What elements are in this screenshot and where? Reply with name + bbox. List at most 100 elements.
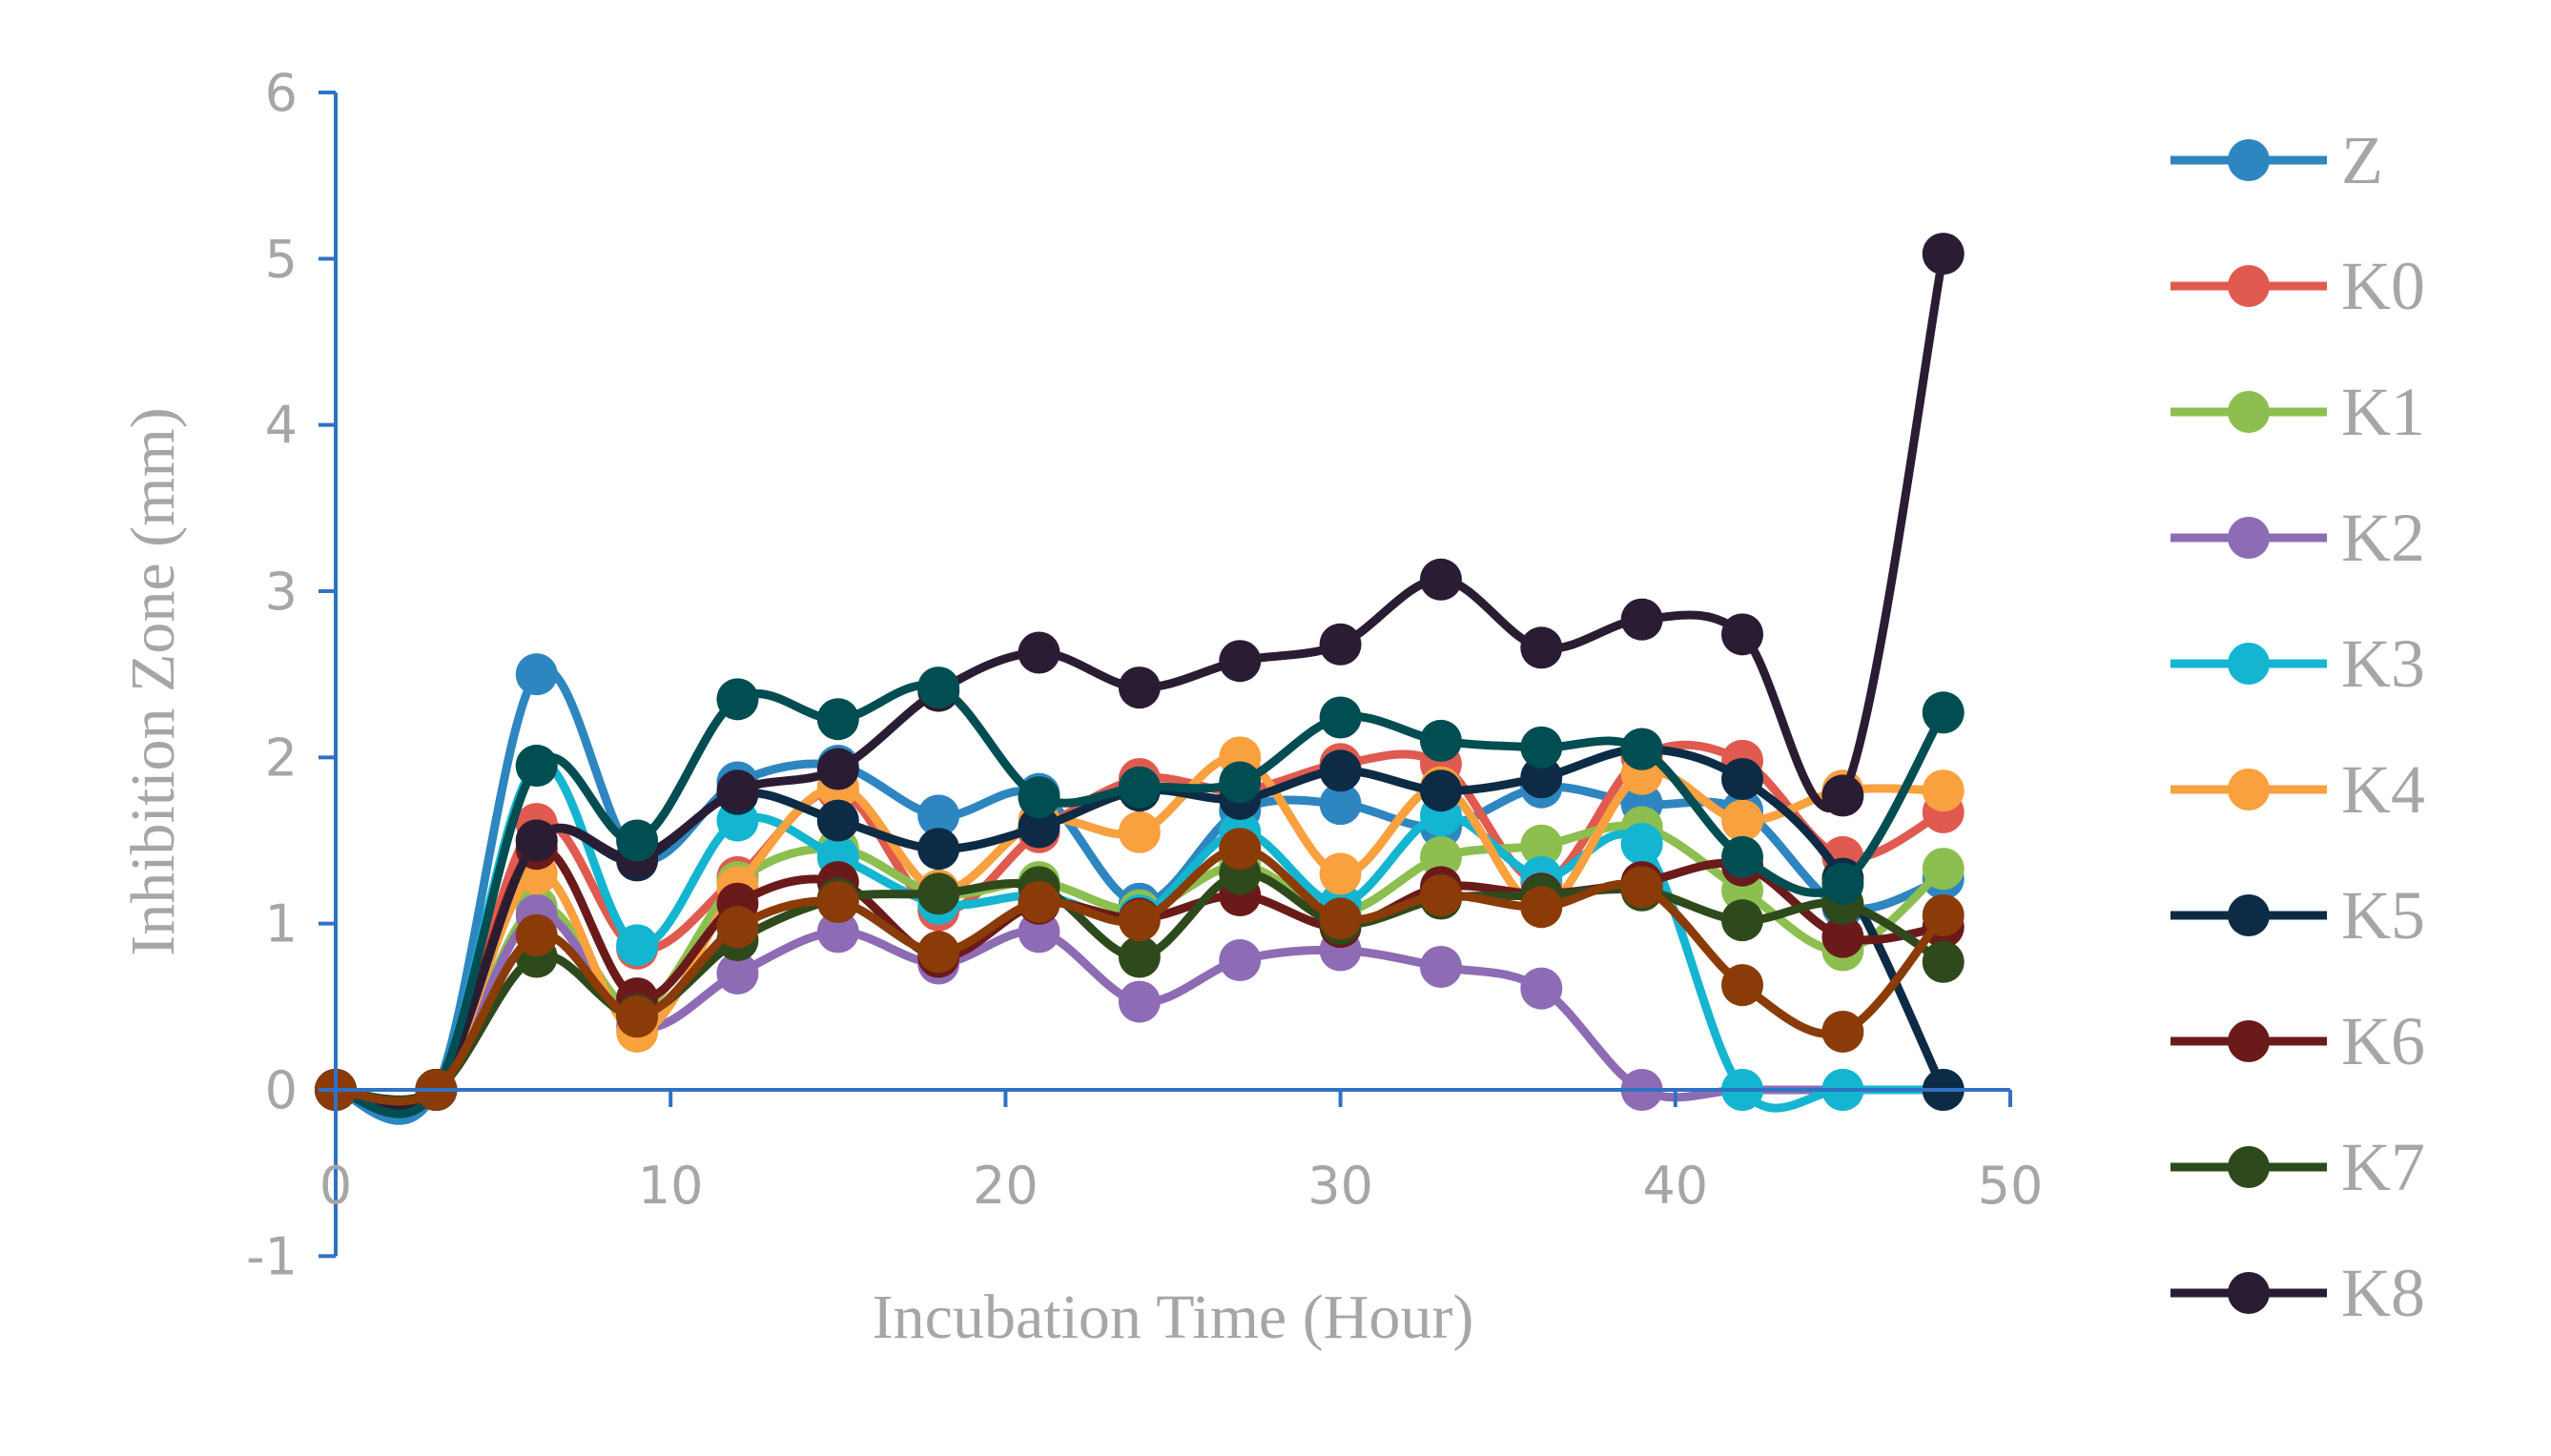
data-point-K8-48 xyxy=(1922,233,1965,276)
data-point-K5-15 xyxy=(816,799,859,842)
y-tick-label: -1 xyxy=(246,1226,298,1286)
data-point-K7-24 xyxy=(1118,935,1161,978)
data-point-K9-18 xyxy=(917,666,960,709)
data-point-K10-12 xyxy=(716,906,759,949)
data-point-K9-39 xyxy=(1620,728,1663,770)
data-point-K10-15 xyxy=(816,881,859,924)
data-point-K7-18 xyxy=(917,872,960,915)
legend-marker xyxy=(2228,265,2270,307)
data-point-K10-9 xyxy=(616,995,659,1038)
legend-item-K4: K4 xyxy=(2170,751,2425,828)
data-point-K1-48 xyxy=(1922,848,1965,891)
data-point-K9-6 xyxy=(515,745,558,788)
legend-label: K1 xyxy=(2341,374,2425,450)
data-point-K2-36 xyxy=(1520,967,1563,1010)
data-point-K8-45 xyxy=(1821,774,1864,817)
y-tick-label: 2 xyxy=(265,728,298,788)
legend: Z K0 K1 K2 K3 K4 K5 K6 K7 K8 xyxy=(2170,122,2425,1331)
data-point-K10-39 xyxy=(1620,866,1663,909)
data-point-Z-30 xyxy=(1319,783,1362,826)
data-point-K9-9 xyxy=(616,819,659,862)
data-point-K2-33 xyxy=(1419,945,1462,988)
data-point-K2-27 xyxy=(1219,939,1262,982)
data-point-K9-30 xyxy=(1319,696,1362,739)
legend-marker xyxy=(2228,517,2270,559)
x-tick-label: 0 xyxy=(319,1156,352,1216)
data-point-K9-21 xyxy=(1018,776,1060,819)
data-point-K9-33 xyxy=(1419,719,1462,762)
data-point-K10-24 xyxy=(1118,899,1161,942)
data-point-K10-42 xyxy=(1721,964,1764,1007)
data-point-K10-21 xyxy=(1018,881,1060,924)
data-point-K3-39 xyxy=(1620,822,1663,865)
x-tick-label: 40 xyxy=(1642,1156,1708,1216)
legend-label: K6 xyxy=(2341,1003,2425,1079)
data-point-K8-12 xyxy=(716,769,759,812)
x-tick-label: 30 xyxy=(1307,1156,1373,1216)
data-point-Z-6 xyxy=(515,653,558,696)
y-tick-label: 5 xyxy=(265,229,298,289)
data-point-K7-42 xyxy=(1721,899,1764,942)
data-point-K7-48 xyxy=(1922,940,1965,983)
series-K10 xyxy=(315,828,1965,1111)
legend-marker xyxy=(2228,1272,2270,1314)
data-point-K1-33 xyxy=(1419,835,1462,878)
legend-marker xyxy=(2228,1020,2270,1062)
axes-layer xyxy=(334,92,2010,1257)
data-point-K3-9 xyxy=(616,924,659,967)
legend-item-K7: K7 xyxy=(2170,1129,2425,1205)
data-point-K10-18 xyxy=(917,931,960,974)
data-point-K10-30 xyxy=(1319,897,1362,940)
data-point-K4-30 xyxy=(1319,852,1362,895)
data-point-K1-36 xyxy=(1520,824,1563,867)
series-line-K8 xyxy=(335,253,1948,1113)
data-point-K10-48 xyxy=(1922,893,1965,936)
data-point-K9-45 xyxy=(1821,862,1864,905)
legend-marker xyxy=(2228,894,2270,936)
data-point-K10-45 xyxy=(1821,1010,1864,1053)
legend-label: K4 xyxy=(2341,751,2425,828)
legend-label: K2 xyxy=(2341,500,2425,576)
y-axis-title: Inhibition Zone (mm) xyxy=(118,407,188,956)
data-point-Z-18 xyxy=(917,794,960,837)
y-tick-label: 6 xyxy=(265,63,298,123)
data-point-K8-15 xyxy=(816,748,859,790)
ticks-layer: -1 0 1 2 3 4 5 6 0 10 20 30 40 50 xyxy=(246,63,2043,1286)
data-point-K8-24 xyxy=(1118,666,1161,709)
y-tick-label: 1 xyxy=(265,894,298,954)
legend-item-Z: Z xyxy=(2170,122,2383,198)
data-point-K8-6 xyxy=(515,819,558,862)
legend-item-K6: K6 xyxy=(2170,1003,2425,1079)
y-tick-label: 3 xyxy=(265,562,298,622)
data-point-K9-48 xyxy=(1922,691,1965,734)
data-point-K5-30 xyxy=(1319,749,1362,792)
legend-marker xyxy=(2228,643,2270,685)
data-point-K5-18 xyxy=(917,828,960,871)
legend-item-K8: K8 xyxy=(2170,1255,2425,1331)
x-tick-label: 20 xyxy=(973,1156,1039,1216)
data-point-K8-42 xyxy=(1721,613,1764,656)
data-point-K9-42 xyxy=(1721,835,1764,878)
data-point-K5-33 xyxy=(1419,769,1462,812)
x-tick-label: 10 xyxy=(638,1156,704,1216)
legend-item-K0: K0 xyxy=(2170,248,2425,324)
data-point-K2-24 xyxy=(1118,980,1161,1023)
data-point-K8-39 xyxy=(1620,598,1663,641)
legend-marker xyxy=(2228,139,2270,181)
legend-label: K3 xyxy=(2341,625,2425,702)
data-point-K5-21 xyxy=(1018,806,1060,849)
legend-label: K7 xyxy=(2341,1129,2425,1205)
data-point-K2-15 xyxy=(816,911,859,954)
data-point-K9-15 xyxy=(816,698,859,741)
legend-marker xyxy=(2228,769,2270,810)
data-point-K5-42 xyxy=(1721,757,1764,800)
series-line-K1 xyxy=(335,821,1946,1108)
legend-marker xyxy=(2228,391,2270,433)
x-axis-title: Incubation Time (Hour) xyxy=(873,1282,1474,1352)
legend-item-K2: K2 xyxy=(2170,500,2425,576)
legend-item-K1: K1 xyxy=(2170,374,2425,450)
legend-item-K3: K3 xyxy=(2170,625,2425,702)
data-point-K4-24 xyxy=(1118,810,1161,853)
legend-label: K5 xyxy=(2341,877,2425,954)
